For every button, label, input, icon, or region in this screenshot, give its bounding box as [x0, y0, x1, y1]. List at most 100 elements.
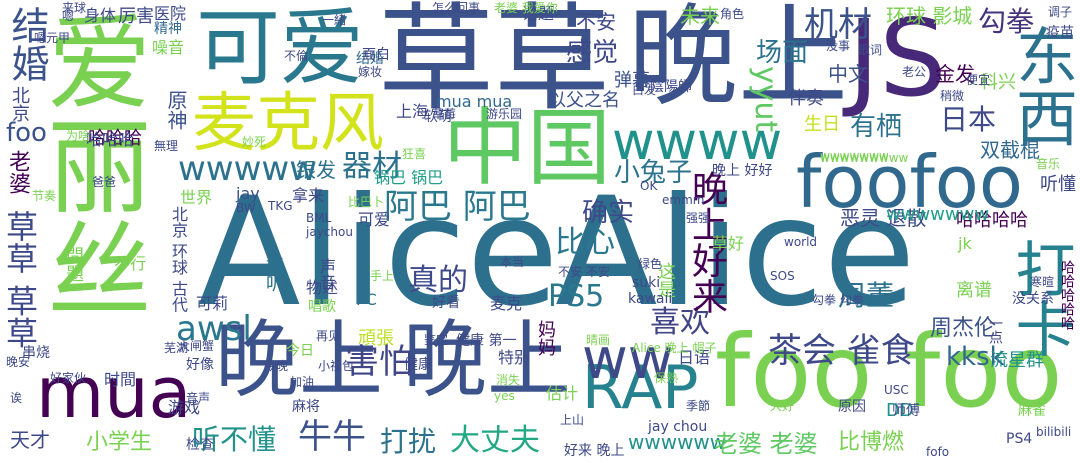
word-kexing: 科兴: [980, 72, 1016, 93]
word-mua: mua: [36, 352, 192, 434]
word-shijian: 时間: [104, 370, 137, 389]
word-shaowei: 稍微: [940, 89, 965, 103]
word-onmyoji: 陰陽師: [650, 79, 692, 95]
word-bendang: 本当: [500, 255, 525, 269]
word-ps4: PS4: [1006, 431, 1033, 447]
word-jiazhuang: 嫁妆: [358, 65, 383, 79]
word-jay: jay: [236, 184, 260, 203]
word-meiguanxi: 没关系: [1012, 291, 1054, 307]
word-foo-small: foo: [6, 118, 47, 148]
word-yixu: 一緒: [322, 13, 347, 27]
word-miaosi: 妙死: [242, 135, 267, 149]
word-haolaiwanshang: 好来 晚上: [564, 443, 625, 459]
word-usc: USC: [884, 383, 909, 397]
word-yuanyin: 原因: [838, 399, 866, 415]
word-yinyue: 音乐: [1036, 157, 1061, 171]
word-banzou: 伴奏: [788, 88, 824, 109]
word-biboran: 比博燃: [838, 430, 905, 455]
word-youleyuan: 游乐园: [486, 107, 523, 121]
word-wanshang-2: 晚上: [215, 311, 384, 409]
word-emmm: emmm: [662, 193, 705, 207]
word-laopowoaini: 老婆 我爱你: [494, 1, 558, 15]
word-aba: 阿巴 阿巴: [384, 187, 531, 227]
word-kuangxi: 狂喜: [402, 147, 427, 161]
word-buxing: 不行: [114, 254, 147, 273]
word-majiang: 麻将: [292, 399, 320, 415]
word-zhoujielun: 周杰伦: [930, 316, 997, 341]
word-diaozi: 调子: [1048, 5, 1073, 19]
word-kawaii: kawaii: [628, 291, 673, 307]
word-yimiao: 疫苗: [1046, 25, 1074, 41]
word-wwwww: wwwww: [178, 149, 318, 189]
word-maikefeng: 麦克风: [192, 87, 384, 161]
word-baba: 爸爸: [92, 175, 117, 189]
word-zhoudong: 周董: [838, 279, 895, 312]
word-js: JS: [848, 0, 947, 120]
word-shangshan: 上山: [560, 413, 585, 427]
word-wanshanghaolai: 晚上好来: [686, 170, 727, 314]
word-xiaoxuesheng: 小学生: [86, 430, 153, 455]
word-wuhu: 芜湖: [164, 341, 189, 355]
word-bml: BML: [306, 211, 332, 225]
word-keai: 可爱: [196, 0, 365, 97]
word-baifa: 白发: [632, 83, 657, 97]
word-yuanshen: 原神: [164, 90, 188, 130]
word-youxi: 游戏: [168, 398, 201, 417]
word-jiankangdiyi: 健康 第一: [456, 333, 517, 349]
word-lvse: 绿色: [638, 257, 663, 271]
word-chahui: 茶会 雀食: [768, 331, 915, 371]
word-dazhangfu: 大丈夫: [450, 423, 540, 458]
word-fofo: fofo: [926, 445, 950, 459]
word-buan-pair: 不安 不安: [558, 265, 610, 279]
word-jk: jk: [958, 234, 972, 253]
word-meishi: 没事: [826, 39, 851, 53]
word-dazhaxie: 大闸蟹: [178, 339, 215, 353]
word-ailisi: 爱丽丝: [29, 8, 151, 320]
word-maque: 麻雀: [1018, 403, 1046, 419]
word-riyu: 日语: [678, 348, 711, 367]
word-alice-1: Alice: [198, 166, 559, 340]
word-yyut: yyut: [748, 66, 783, 133]
word-maike: 麦克: [490, 294, 523, 313]
word-bibabu: 比巴卜: [348, 195, 385, 209]
word-jingshen: 精神: [154, 21, 182, 37]
word-jaychou: jaychou: [306, 225, 353, 239]
word-yinsheng: 音声: [186, 391, 211, 405]
word-baoshu: 保熟: [654, 371, 679, 385]
word-jianding: 鉴定: [424, 333, 449, 347]
word-tingdong: 听懂: [1040, 174, 1076, 195]
word-laiqiu: 来球: [62, 1, 87, 15]
word-laogong: 老公: [902, 65, 927, 79]
word-zenmehuishi: 怎么回事: [432, 1, 481, 15]
word-wanshang-3: 晚上: [403, 311, 572, 409]
word-jicai: 机材: [804, 5, 872, 45]
word-zaoyin: 噪音: [152, 38, 185, 57]
word-daka: 打卡: [1005, 238, 1075, 358]
word-wenti: 問題: [63, 246, 84, 282]
word-foofoo: foofoo: [796, 140, 1023, 224]
word-tkg: TKG: [268, 199, 293, 213]
word-shijie: 世界: [180, 188, 213, 207]
word-gouquan-pair: 勾拳 勾拳: [812, 293, 864, 307]
word-mua-mua: mua mua: [436, 92, 513, 111]
word-eling: 恶灵 退散: [840, 206, 927, 230]
word-zhongwen: 中文: [828, 62, 868, 86]
word-shoushang: 手上: [370, 269, 395, 283]
word-weisha: 为啥: [66, 129, 91, 143]
word-mianbai: 面白: [362, 47, 390, 63]
word-youqi: 有栖: [850, 112, 903, 142]
word-yiyuan: 医院: [154, 4, 187, 23]
word-jinwan: 今晚: [264, 359, 289, 373]
word-haipa: 害怕: [345, 342, 413, 382]
word-pianyi: 便宜: [966, 73, 991, 87]
word-niuniu: 牛牛: [298, 417, 366, 457]
word-awsl: awsl: [176, 309, 252, 349]
word-haokan: 好看: [432, 295, 460, 311]
word-wwww: wwww: [612, 112, 783, 172]
word-haoxiang: 好像: [186, 357, 214, 373]
word-foo-1: foo: [715, 313, 873, 430]
word-buan: 不安: [576, 10, 616, 34]
word-en: 嗯: [62, 9, 75, 23]
word-ganbare: 頑張: [358, 328, 394, 349]
